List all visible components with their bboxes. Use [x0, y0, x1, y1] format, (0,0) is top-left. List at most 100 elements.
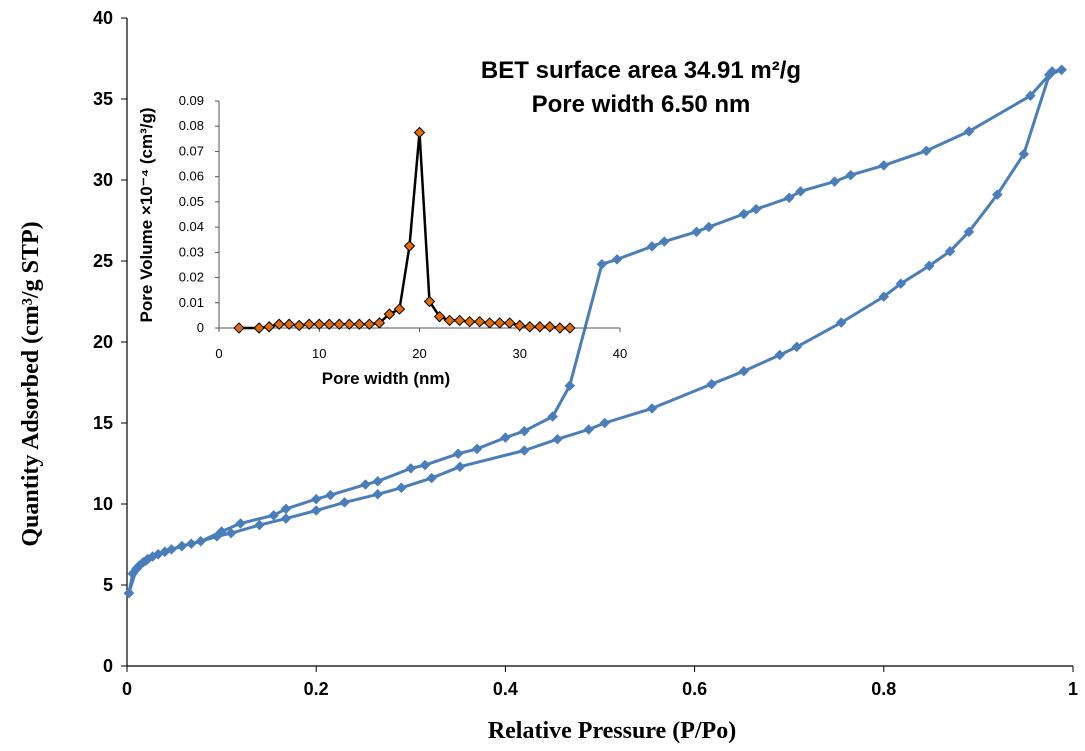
pore-distribution-point: [423, 295, 436, 308]
isotherm-point: [691, 226, 702, 238]
pore-width-annotation: Pore width 6.50 nm: [532, 91, 751, 118]
inset-y-tick-label: 0.03: [179, 244, 204, 259]
inset-y-tick-label: 0.07: [179, 143, 204, 158]
isotherm-point: [791, 341, 803, 353]
main-y-tick-label: 10: [93, 494, 113, 514]
isotherm-point: [703, 221, 715, 233]
isotherm-point: [310, 505, 322, 516]
pore-distribution-series-line: [239, 131, 570, 330]
main-x-tick-label: 0.8: [871, 679, 896, 699]
pore-distribution-point: [504, 317, 516, 329]
isotherm-point: [738, 208, 750, 220]
pore-distribution-point: [313, 318, 325, 330]
isotherm-point: [235, 518, 246, 529]
isotherm-point: [140, 555, 152, 567]
isotherm-point: [878, 160, 890, 171]
main-y-tick-label: 40: [93, 8, 113, 28]
pore-distribution-point: [403, 240, 416, 252]
isotherm-point: [454, 461, 466, 473]
main-x-tick-label: 0.4: [493, 679, 518, 699]
pore-distribution-point: [283, 318, 295, 330]
main-x-tick-label: 1: [1068, 679, 1078, 699]
pore-distribution-point: [554, 322, 566, 334]
pore-distribution-point: [534, 321, 546, 333]
pore-distribution-point: [433, 310, 446, 323]
isotherm-point: [1018, 148, 1030, 160]
isotherm-point: [131, 563, 142, 575]
isotherm-point: [845, 169, 857, 181]
isotherm-point: [923, 260, 935, 272]
pore-distribution-point: [363, 318, 376, 330]
inset-x-tick-label: 20: [412, 346, 426, 361]
inset-y-tick-label: 0.09: [179, 93, 204, 108]
main-y-tick-label: 0: [103, 656, 113, 676]
isotherm-point: [646, 403, 658, 414]
inset-x-tick-label: 10: [312, 346, 326, 361]
isotherm-point: [738, 365, 750, 377]
isotherm-point: [360, 479, 371, 490]
pore-distribution-point: [373, 317, 386, 329]
isotherm-point: [1043, 69, 1055, 81]
isotherm-point: [280, 513, 292, 524]
main-x-tick-label: 0.2: [304, 679, 329, 699]
isotherm-point: [185, 538, 197, 550]
pore-distribution-point: [383, 308, 396, 320]
isotherm-point: [518, 445, 530, 456]
isotherm-point: [599, 417, 611, 429]
pore-distribution-point: [514, 319, 526, 332]
pore-distribution-markers: [233, 126, 576, 334]
isotherm-point: [159, 546, 171, 558]
pore-distribution-point: [453, 314, 466, 327]
pore-distribution-point: [263, 321, 275, 333]
isotherm-point: [564, 380, 576, 392]
isotherm-point: [921, 145, 932, 157]
main-x-axis-title: Relative Pressure (P/Po): [488, 718, 736, 744]
inset-y-tick-label: 0.02: [179, 270, 204, 285]
inset-x-axis-title: Pore width (nm): [322, 369, 450, 388]
pore-distribution-point: [333, 318, 346, 330]
pore-distribution-point: [273, 318, 285, 330]
pore-distribution-point: [253, 322, 265, 334]
pore-distribution-point: [493, 317, 506, 329]
isotherm-point: [195, 535, 207, 547]
main-y-tick-label: 5: [103, 575, 113, 595]
isotherm-point: [895, 278, 907, 290]
isotherm-point: [123, 587, 135, 599]
isotherm-point: [339, 497, 350, 508]
isotherm-point: [310, 493, 322, 505]
isotherm-point: [991, 189, 1003, 200]
inset-y-tick-label: 0.08: [179, 118, 204, 133]
inset-x-tick-label: 30: [513, 346, 527, 361]
pore-distribution-point: [544, 321, 556, 333]
main-y-tick-label: 30: [93, 170, 113, 190]
isotherm-point: [552, 433, 563, 445]
isotherm-point: [254, 519, 265, 531]
isotherm-point: [419, 459, 431, 471]
main-y-tick-label: 35: [93, 89, 113, 109]
pore-distribution-point: [413, 126, 426, 139]
inset-y-tick-label: 0.04: [179, 219, 204, 234]
isotherm-point: [963, 126, 975, 137]
isotherm-point: [325, 489, 336, 501]
pore-distribution-point: [564, 322, 576, 334]
isotherm-point: [518, 425, 530, 437]
main-y-tick-label: 20: [93, 332, 113, 352]
inset-y-tick-label: 0: [197, 320, 204, 335]
main-axes: 0 5 10 15 20 25 30 35 40 0 0.2 0.4 0.6 0.8 1: [93, 8, 1078, 699]
main-y-tick-label: 25: [93, 251, 113, 271]
isotherm-point: [611, 254, 623, 265]
main-x-tick-label: 0: [122, 679, 132, 699]
pore-distribution-point: [343, 318, 356, 330]
isotherm-point: [878, 291, 890, 302]
pore-distribution-point: [293, 319, 305, 332]
isotherm-point: [835, 317, 847, 328]
inset-x-tick-label: 40: [613, 346, 627, 361]
isotherm-point: [395, 482, 407, 494]
isotherm-point: [829, 176, 840, 187]
isotherm-point: [372, 488, 384, 500]
isotherm-point: [783, 192, 795, 204]
isotherm-point: [268, 509, 279, 521]
isotherm-point: [176, 540, 188, 552]
isotherm-point: [452, 448, 464, 460]
isotherm-point: [1056, 64, 1068, 76]
